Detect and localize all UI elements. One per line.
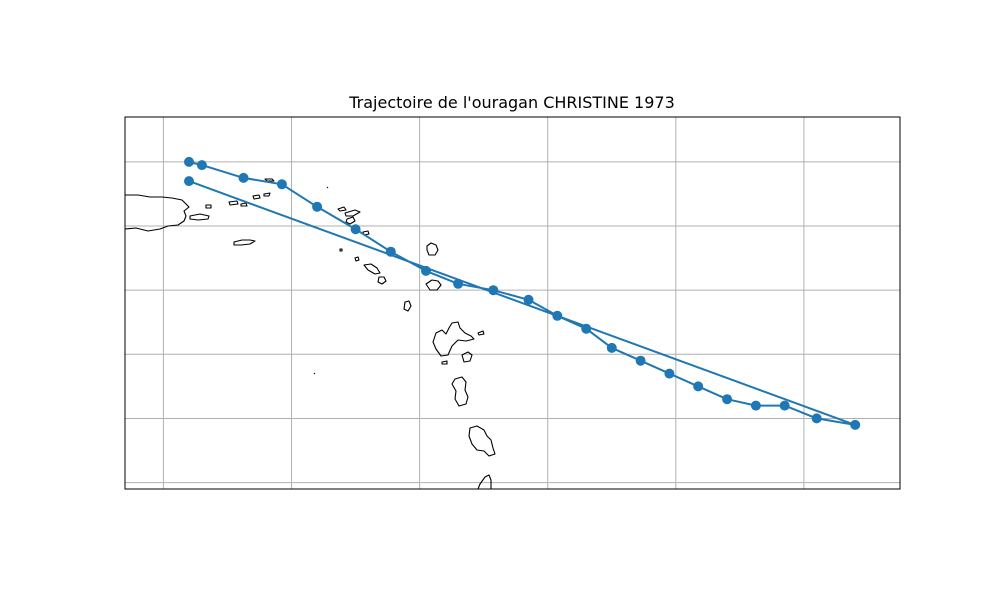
map-frame — [124, 116, 901, 490]
track-point — [184, 156, 194, 167]
coastline-tortola — [252, 194, 261, 200]
track-point — [312, 201, 323, 212]
coastline-st-barthelemy — [345, 216, 356, 225]
track-point — [453, 278, 464, 289]
track-point — [196, 160, 207, 171]
track-point — [635, 355, 646, 366]
coastline-st-lucia — [477, 474, 492, 489]
map-title: Trajectoire de l'ouragan CHRISTINE 1973 — [348, 93, 675, 112]
coastline-antigua — [426, 242, 439, 256]
coastline-st-kitts — [363, 263, 381, 275]
coastline-martinique — [468, 425, 496, 457]
coastline-anguilla — [337, 206, 347, 212]
coastline-st-thomas — [228, 200, 239, 206]
track-point — [523, 294, 534, 305]
coastline-st-croix — [233, 239, 256, 246]
gridlines — [125, 117, 900, 489]
coastlines — [125, 178, 496, 489]
coastline-guadeloupe — [432, 321, 475, 357]
track-point — [750, 400, 761, 411]
track-point — [811, 413, 822, 424]
coastline-vieques — [189, 213, 210, 221]
coastline-virgin-gorda — [263, 192, 271, 197]
track-point — [488, 285, 499, 296]
coastline-saba — [339, 248, 343, 252]
track-point — [779, 400, 790, 411]
coastline-nevis — [377, 276, 387, 285]
coastline-puerto-rico — [125, 194, 190, 232]
track-point — [184, 176, 194, 187]
coastline-marie-galante — [461, 351, 473, 363]
coastline-st-martin — [344, 209, 361, 217]
track-point — [606, 342, 617, 353]
track-point — [850, 419, 861, 430]
coastline-anegada — [264, 178, 275, 182]
track-point — [722, 394, 733, 405]
coastline-aves — [313, 372, 316, 375]
coastline-les-saintes — [441, 360, 448, 365]
coastline-st-john — [240, 202, 248, 207]
coastline-st-eustatius — [354, 256, 360, 262]
coastline-sombrero — [326, 186, 329, 189]
coastline-montserrat — [403, 300, 412, 312]
track-point — [350, 224, 361, 235]
track-points — [184, 156, 861, 430]
coastline-culebra — [205, 204, 212, 209]
coastline-barbuda-east — [425, 279, 442, 291]
coastline-la-desirade — [477, 330, 485, 336]
track-point — [664, 368, 675, 379]
track-point — [693, 381, 704, 392]
track-point — [421, 265, 431, 276]
track-point — [385, 246, 396, 257]
track-point — [581, 323, 592, 334]
track-point — [238, 172, 249, 183]
track-point — [276, 179, 287, 190]
hurricane-track — [184, 156, 861, 430]
track-point — [552, 310, 563, 321]
coastline-dominica — [451, 376, 469, 407]
